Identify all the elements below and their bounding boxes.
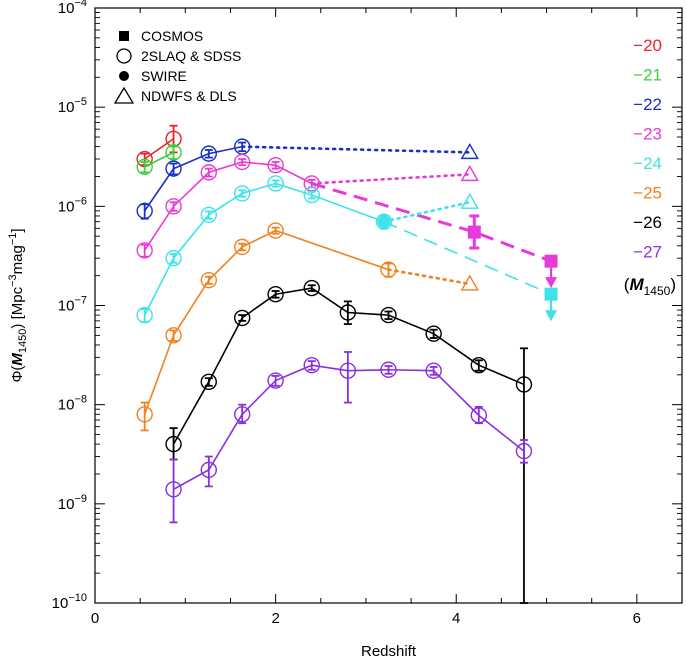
series-3-point [136,202,153,220]
x-tick-label: 0 [91,610,99,627]
series-4-cosmos-point [467,225,481,239]
y-tick-label: 10−6 [58,195,87,215]
series-1-line [144,138,175,160]
series-5-point [136,306,153,324]
series-5-point [165,249,182,267]
series-4-point [234,153,251,171]
series-5-point [234,185,251,202]
series-8-point [339,362,357,379]
series-7-point [234,309,251,327]
series-8-point [425,362,442,379]
magnitude-label-3: −22 [633,95,662,114]
series-3-line [144,145,243,212]
y-tick-label: 10−10 [52,592,87,612]
legend-item-4-triangle-icon [113,86,135,104]
y-axis-title: Φ(M1450) [Mpc−3mag−1] [7,228,29,382]
series-7-point [165,435,182,453]
series-5-point [267,175,284,192]
legend-item-2-circle-icon [116,48,132,64]
x-tick-label: 4 [452,610,460,627]
series-6-point [267,222,284,239]
legend-item-4-label: NDWFS & DLS [141,88,237,104]
x-tick-label: 6 [633,610,641,627]
y-tick-label: 10−8 [58,394,87,414]
y-tick-label: 10−4 [58,0,87,17]
y-tick-label: 10−5 [58,96,87,116]
series-7-point [267,286,284,303]
series-6-dotted-extension [387,268,472,286]
series-8-point [303,357,320,374]
magnitude-legend-title: (M1450) [624,275,676,298]
series-6-point [234,238,251,256]
series-5-ndwfs-triangle [460,192,479,209]
x-tick-label: 2 [271,610,279,627]
series-8-point [200,461,217,479]
magnitude-label-1: −20 [633,36,662,55]
series-6-point [165,327,182,344]
series-7-point [303,279,320,297]
magnitude-label-2: −21 [633,66,662,85]
series-8-line [173,364,525,491]
series-5-dotted-extension [382,200,472,223]
series-3-point [200,145,217,162]
magnitude-label-8: −27 [633,243,662,262]
series-2-point [165,144,182,161]
series-4-line [144,161,313,251]
series-5-point [303,186,320,204]
series-2-point [136,158,153,176]
legend-item-3-label: SWIRE [141,68,187,84]
series-4-point [136,242,153,259]
series-7-point [425,325,442,342]
magnitude-label-7: −26 [633,213,662,232]
series-6-point [136,406,153,423]
series-4-point [267,156,284,174]
series-3-dotted-extension [240,145,472,154]
series-3-ndwfs-triangle [460,142,479,160]
series-5-point [200,206,217,224]
series-8-point [380,361,397,378]
magnitude-label-4: −23 [633,125,662,144]
series-6-ndwfs-triangle [460,274,479,291]
magnitude-label-5: −24 [633,154,662,173]
series-3-point [165,160,182,177]
legend-item-1-square-icon [119,31,129,41]
x-axis-title: Redshift [361,643,417,660]
series-7-point [380,306,397,324]
series-7-line [172,287,525,445]
series-4-dashed-line [311,182,552,263]
series-5-upper-limit-arrow-head [545,310,558,322]
series-6-line [143,229,389,415]
series-7-point [200,373,217,391]
series-8-point [267,372,284,389]
series-6-point [200,271,217,289]
series-8-point [165,481,182,498]
series-4-ndwfs-triangle [460,164,479,182]
y-tick-label: 10−7 [58,295,87,315]
series-7-point [470,357,488,374]
series-8-point [234,406,251,423]
legend-item-3-dot-icon [119,71,129,81]
series-8-point [515,442,533,460]
series-4-upper-limit-arrow-head [545,277,558,289]
series-2-line [144,151,174,168]
series-5-swire-point [377,215,391,229]
magnitude-label-6: −25 [633,184,662,203]
y-tick-label: 10−9 [58,493,87,513]
legend-item-1-label: COSMOS [141,28,203,44]
series-4-point [200,164,217,181]
series-6-point [380,261,397,278]
series-8-point [470,407,488,424]
series-4-dotted-extension [310,173,472,185]
legend-item-2-label: 2SLAQ & SDSS [141,48,241,64]
series-7-point [515,376,533,393]
series-7-point [339,304,357,321]
series-5-dashed-line [383,220,552,295]
series-4-point [165,198,182,215]
